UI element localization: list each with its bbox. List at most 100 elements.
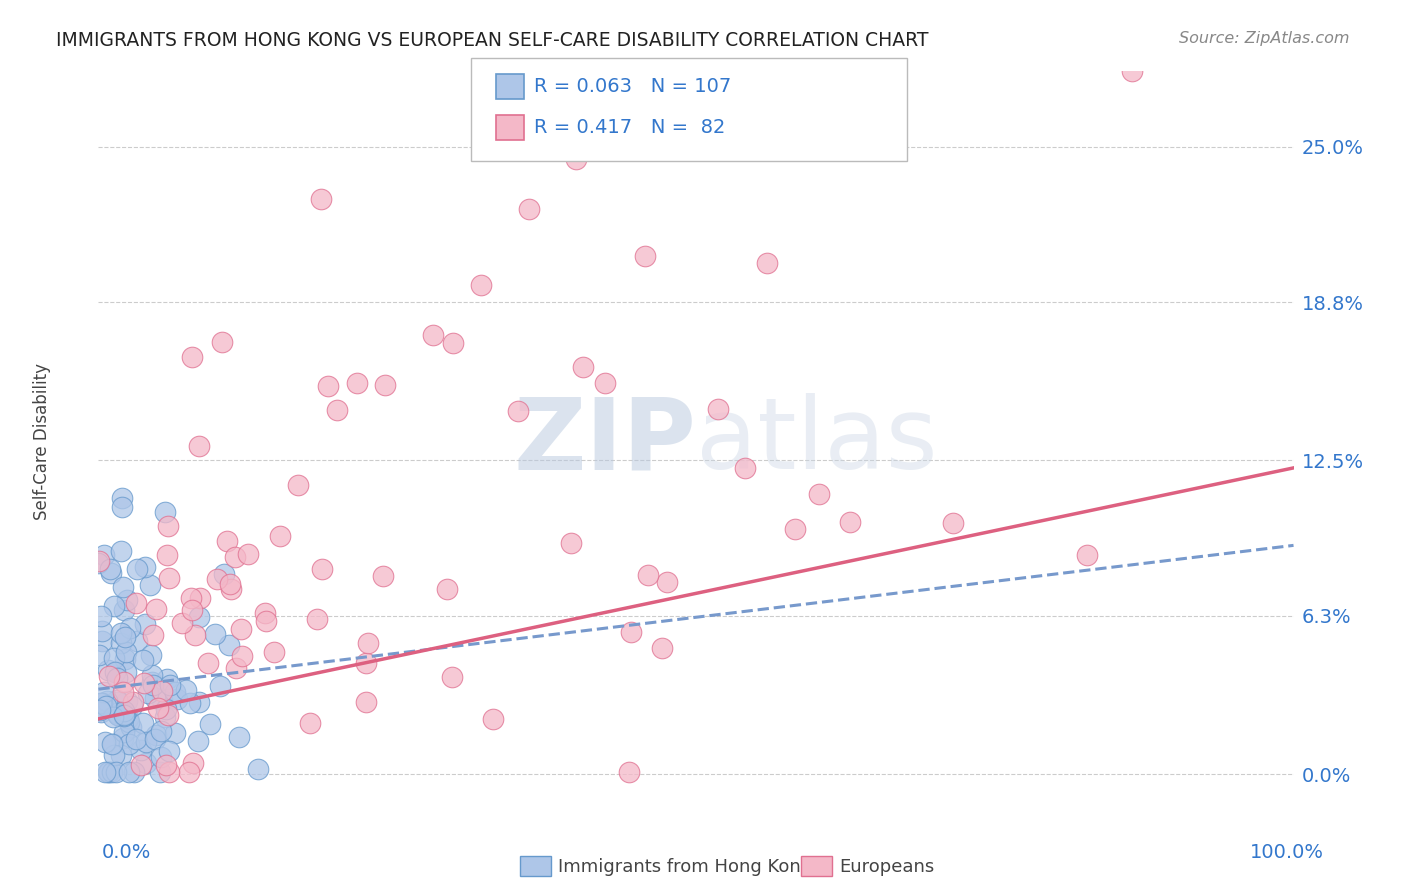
Point xyxy=(436,582,458,597)
Point xyxy=(89,703,111,717)
Point xyxy=(287,477,309,491)
Point xyxy=(225,661,247,675)
Point xyxy=(114,652,136,666)
Point xyxy=(205,573,228,587)
Point xyxy=(212,566,235,581)
Point xyxy=(470,277,492,292)
Point xyxy=(356,695,378,709)
Point xyxy=(159,571,181,585)
Point xyxy=(89,554,111,568)
Point xyxy=(112,709,135,723)
Point xyxy=(135,734,157,748)
Point xyxy=(326,403,349,417)
Point xyxy=(441,335,464,350)
Point xyxy=(180,350,202,364)
Point xyxy=(204,627,226,641)
Point xyxy=(98,764,121,779)
Point xyxy=(125,731,148,746)
Point xyxy=(115,644,138,658)
Point xyxy=(170,615,193,630)
Point xyxy=(132,715,155,730)
Point xyxy=(107,695,129,709)
Point xyxy=(111,731,134,746)
Point xyxy=(97,764,120,779)
Point xyxy=(96,693,118,707)
Point xyxy=(121,699,143,714)
Point xyxy=(112,704,135,718)
Point xyxy=(121,695,143,709)
Point xyxy=(111,500,134,515)
Point xyxy=(120,720,142,734)
Point xyxy=(637,568,659,582)
Point xyxy=(153,710,176,724)
Point xyxy=(1121,64,1143,78)
Point xyxy=(111,491,134,505)
Point xyxy=(110,544,132,558)
Point xyxy=(115,592,138,607)
Point xyxy=(110,747,132,762)
Point xyxy=(374,378,396,392)
Point xyxy=(101,737,124,751)
Point xyxy=(110,635,132,649)
Point xyxy=(103,599,125,613)
Point xyxy=(373,568,395,582)
Point xyxy=(145,727,167,741)
Point xyxy=(112,581,135,595)
Point xyxy=(188,695,211,709)
Point xyxy=(269,529,291,543)
Point xyxy=(90,634,112,648)
Point xyxy=(155,702,177,716)
Point xyxy=(114,665,136,679)
Point xyxy=(219,577,242,591)
Point xyxy=(122,764,145,779)
Point xyxy=(298,715,321,730)
Point xyxy=(134,616,156,631)
Point xyxy=(706,402,728,417)
Point xyxy=(357,636,380,650)
Point xyxy=(105,706,128,721)
Point xyxy=(135,756,157,770)
Point xyxy=(263,645,285,659)
Point xyxy=(129,742,152,756)
Point xyxy=(94,698,117,713)
Point xyxy=(565,152,588,166)
Point xyxy=(118,714,141,729)
Point xyxy=(101,737,124,751)
Text: Self-Care Disability: Self-Care Disability xyxy=(32,363,51,520)
Point xyxy=(93,684,115,698)
Point xyxy=(186,734,208,748)
Point xyxy=(112,707,135,722)
Point xyxy=(105,671,128,685)
Text: Europeans: Europeans xyxy=(839,858,935,876)
Point xyxy=(159,678,181,692)
Point xyxy=(346,376,368,391)
Point xyxy=(166,692,188,706)
Point xyxy=(118,737,141,751)
Point xyxy=(318,378,340,392)
Point xyxy=(157,744,180,758)
Point xyxy=(187,610,209,624)
Point xyxy=(125,596,148,610)
Point xyxy=(94,764,117,779)
Point xyxy=(107,708,129,723)
Point xyxy=(254,606,277,620)
Text: atlas: atlas xyxy=(696,393,938,490)
Point xyxy=(125,562,148,576)
Point xyxy=(150,684,173,698)
Point xyxy=(132,653,155,667)
Point xyxy=(134,560,156,574)
Point xyxy=(755,256,778,270)
Point xyxy=(215,533,238,548)
Text: 0.0%: 0.0% xyxy=(101,843,152,862)
Point xyxy=(839,515,862,529)
Point xyxy=(254,614,277,628)
Point xyxy=(219,582,242,597)
Point xyxy=(218,638,240,652)
Point xyxy=(180,591,202,606)
Text: R = 0.417   N =  82: R = 0.417 N = 82 xyxy=(534,118,725,137)
Point xyxy=(177,764,200,779)
Point xyxy=(139,578,162,592)
Point xyxy=(441,670,464,684)
Point xyxy=(179,696,201,710)
Point xyxy=(188,439,211,453)
